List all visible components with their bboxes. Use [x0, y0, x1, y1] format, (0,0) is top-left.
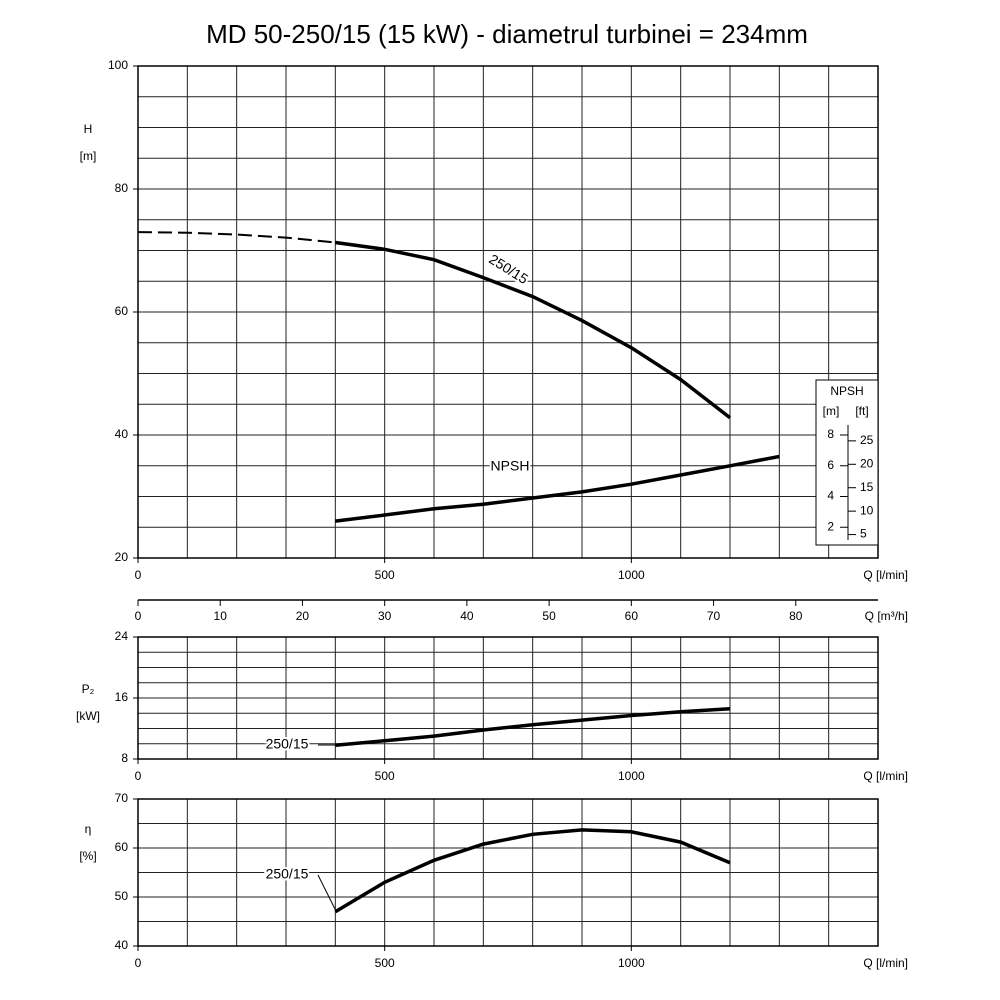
- x-tick-label: 500: [375, 568, 395, 582]
- y2-tick-label: 6: [827, 458, 834, 472]
- x-tick-label: 1000: [618, 568, 645, 582]
- y-tick-label: 60: [115, 840, 129, 854]
- plot-frame: [137, 798, 879, 947]
- y3-tick-label: 10: [860, 503, 874, 517]
- x2-tick-label: 70: [707, 609, 721, 623]
- y-tick-label: 100: [108, 58, 128, 72]
- curve-label: 250/15: [266, 866, 309, 882]
- inset-box: [815, 379, 879, 546]
- curve: [335, 706, 731, 748]
- x2-tick-label: 10: [214, 609, 228, 623]
- x-axis-label: Q [l/min]: [863, 956, 908, 970]
- x2-tick-label: 50: [542, 609, 556, 623]
- y3-tick-label: 25: [860, 433, 874, 447]
- y2-axis-unit: [m]: [823, 404, 840, 418]
- curve: [334, 828, 731, 914]
- x-axis-label: Q [l/min]: [863, 769, 908, 783]
- y3-tick-label: 15: [860, 480, 874, 494]
- x2-tick-label: 60: [625, 609, 639, 623]
- x2-tick-label: 40: [460, 609, 474, 623]
- y2-axis-label: NPSH: [830, 384, 863, 398]
- curve-label: 250/15: [266, 736, 309, 752]
- y-tick-label: 40: [115, 427, 129, 441]
- x2-tick-label: 30: [378, 609, 392, 623]
- y-axis-label: H: [84, 122, 93, 136]
- y-tick-label: 50: [115, 889, 129, 903]
- curve-dashed: [137, 231, 336, 244]
- y2-tick-label: 2: [827, 519, 834, 533]
- x-tick-label: 500: [375, 769, 395, 783]
- y3-tick-label: 20: [860, 456, 874, 470]
- y-axis-label: P₂: [82, 682, 95, 696]
- y3-axis-unit: [ft]: [855, 404, 868, 418]
- x2-tick-label: 20: [296, 609, 310, 623]
- x-axis-label: Q [l/min]: [863, 568, 908, 582]
- y3-tick-label: 5: [860, 527, 867, 541]
- y2-tick-label: 8: [827, 427, 834, 441]
- y-axis-unit: [m]: [80, 149, 97, 163]
- x-tick-label: 0: [135, 568, 142, 582]
- curve-label: NPSH: [491, 458, 530, 474]
- y-tick-label: 16: [115, 690, 129, 704]
- chart-title: MD 50-250/15 (15 kW) - diametrul turbine…: [206, 19, 808, 49]
- y-tick-label: 40: [115, 938, 129, 952]
- curve: [335, 454, 780, 523]
- curve: [335, 240, 732, 420]
- y2-tick-label: 4: [827, 489, 834, 503]
- y-tick-label: 70: [115, 791, 129, 805]
- y-axis-unit: [%]: [79, 849, 96, 863]
- y-axis-label: η: [85, 822, 92, 836]
- x-tick-label: 0: [135, 956, 142, 970]
- x-tick-label: 500: [375, 956, 395, 970]
- x2-tick-label: 0: [135, 609, 142, 623]
- x-tick-label: 1000: [618, 769, 645, 783]
- y-tick-label: 60: [115, 304, 129, 318]
- x2-axis-label: Q [m³/h]: [865, 609, 908, 623]
- y-tick-label: 8: [121, 751, 128, 765]
- label-leader: [317, 874, 337, 912]
- y-tick-label: 80: [115, 181, 129, 195]
- y-tick-label: 20: [115, 550, 129, 564]
- y-tick-label: 24: [115, 629, 129, 643]
- x-tick-label: 0: [135, 769, 142, 783]
- x2-tick-label: 80: [789, 609, 803, 623]
- y-axis-unit: [kW]: [76, 709, 100, 723]
- x-tick-label: 1000: [618, 956, 645, 970]
